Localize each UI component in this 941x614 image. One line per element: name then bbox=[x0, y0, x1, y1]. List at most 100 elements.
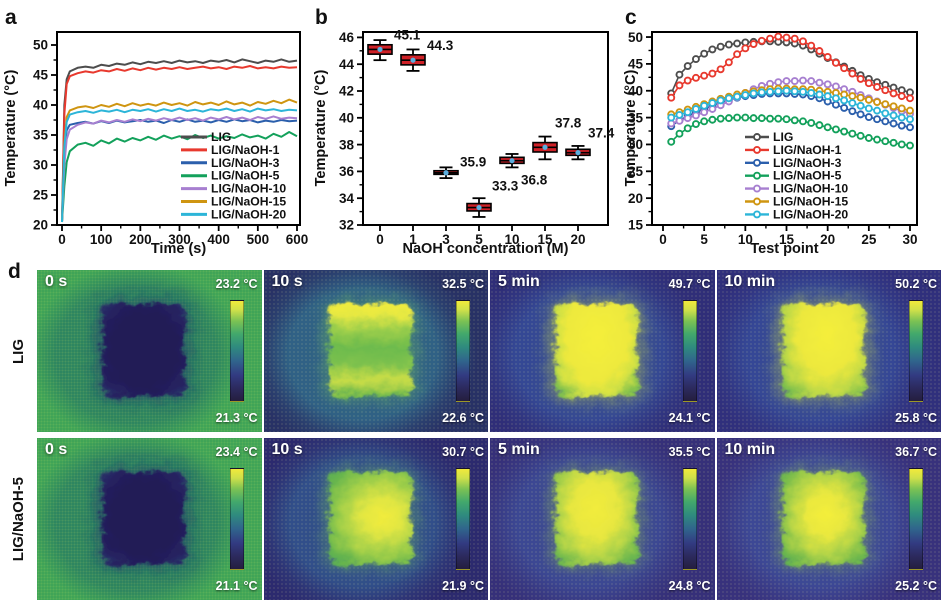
series-line bbox=[61, 98, 298, 223]
data-marker bbox=[741, 44, 750, 53]
data-marker bbox=[815, 90, 824, 99]
data-marker bbox=[840, 127, 849, 136]
x-tick-label: 200 bbox=[129, 232, 152, 247]
colorbar bbox=[909, 468, 923, 570]
data-marker bbox=[897, 140, 906, 149]
legend-label: LIG/NaOH-5 bbox=[211, 169, 280, 183]
y-tick-label: 40 bbox=[339, 111, 354, 126]
y-tick-label: 34 bbox=[339, 191, 355, 206]
data-marker bbox=[675, 81, 684, 90]
data-marker bbox=[700, 49, 709, 58]
data-marker bbox=[881, 109, 890, 118]
data-marker bbox=[906, 141, 914, 150]
data-marker bbox=[799, 117, 807, 126]
time-label: 10 s bbox=[271, 441, 303, 458]
plot-frame bbox=[56, 31, 301, 226]
value-label: 36.8 bbox=[521, 173, 548, 188]
data-marker bbox=[782, 77, 791, 86]
data-marker bbox=[774, 32, 783, 41]
temp-min-label: 24.8 °C bbox=[668, 579, 711, 593]
data-marker bbox=[790, 77, 799, 86]
value-label: 33.3 bbox=[492, 179, 519, 194]
y-tick-label: 38 bbox=[339, 137, 355, 152]
y-tick-label: 35 bbox=[33, 128, 49, 143]
x-tick-label: 3 bbox=[442, 232, 450, 247]
data-marker bbox=[724, 58, 733, 67]
data-marker bbox=[708, 69, 717, 78]
charts-row: a Temperature (°C) Time (s) 0 100 200 300 400 50… bbox=[0, 0, 941, 260]
value-label: 35.9 bbox=[460, 155, 486, 170]
data-marker bbox=[708, 45, 717, 54]
data-marker bbox=[856, 110, 865, 119]
temp-max-label: 32.5 °C bbox=[442, 277, 484, 291]
data-marker bbox=[848, 129, 857, 138]
y-tick-label: 44 bbox=[339, 57, 355, 72]
data-marker bbox=[757, 114, 766, 123]
data-marker bbox=[675, 70, 684, 79]
mean-dot bbox=[476, 204, 482, 211]
mean-dot bbox=[443, 170, 449, 176]
x-tick-label: 30 bbox=[902, 232, 917, 247]
y-tick-label: 45 bbox=[33, 68, 49, 83]
time-label: 0 s bbox=[45, 441, 68, 458]
data-marker bbox=[906, 123, 914, 132]
panel-letter: b bbox=[315, 6, 328, 29]
temp-max-label: 23.4 °C bbox=[215, 445, 258, 459]
data-marker bbox=[757, 36, 766, 45]
data-marker bbox=[864, 113, 873, 122]
panel-d-letter: d bbox=[8, 260, 21, 283]
data-marker bbox=[815, 78, 824, 87]
y-tick-label: 36 bbox=[339, 164, 355, 179]
data-marker bbox=[667, 137, 676, 146]
time-label: 10 s bbox=[271, 273, 303, 290]
thermal-row-lig-naoh-5: LIG/NaOH-5 0 s 23.4 °C 21.1 °C 10 s 30.7… bbox=[0, 438, 941, 600]
data-marker bbox=[766, 34, 774, 43]
data-marker bbox=[906, 115, 914, 124]
data-marker bbox=[823, 123, 832, 132]
mean-dot bbox=[509, 158, 515, 164]
chart-a-heating-time: a Temperature (°C) Time (s) 0 100 200 300 400 50… bbox=[3, 6, 308, 257]
thermal-cell: 10 min 50.2 °C 25.8 °C bbox=[716, 270, 941, 432]
x-tick-label: 10 bbox=[738, 232, 753, 247]
y-tick-label: 50 bbox=[33, 38, 48, 53]
legend-marker bbox=[753, 171, 761, 180]
series-line bbox=[61, 107, 298, 223]
data-marker bbox=[831, 100, 840, 109]
data-marker bbox=[856, 74, 865, 83]
x-axis-title: Time (s) bbox=[151, 241, 207, 257]
x-tick-label: 0 bbox=[376, 232, 384, 247]
legend-marker bbox=[753, 210, 761, 219]
time-label: 5 min bbox=[498, 273, 540, 290]
y-tick-label: 46 bbox=[339, 30, 355, 45]
y-tick-label: 15 bbox=[628, 218, 644, 233]
y-tick-label: 32 bbox=[339, 218, 354, 233]
series-line bbox=[61, 58, 298, 223]
data-marker bbox=[716, 114, 725, 123]
x-tick-label: 20 bbox=[570, 232, 585, 247]
heater-square bbox=[555, 304, 639, 397]
heater-square bbox=[102, 304, 186, 397]
value-label: 37.4 bbox=[588, 126, 615, 141]
y-axis-title: Temperature (°C) bbox=[3, 69, 19, 186]
data-marker bbox=[807, 88, 816, 97]
data-marker bbox=[700, 71, 709, 80]
data-marker bbox=[815, 121, 824, 130]
data-marker bbox=[799, 37, 807, 46]
row-label: LIG bbox=[10, 338, 27, 364]
legend-label: LIG/NaOH-20 bbox=[211, 207, 286, 221]
y-tick-label: 25 bbox=[33, 188, 49, 203]
data-marker bbox=[881, 117, 890, 126]
data-marker bbox=[823, 92, 832, 101]
data-marker bbox=[790, 34, 799, 43]
value-label: 44.3 bbox=[427, 38, 454, 53]
chart-c-test-point: c Temperature (°C) Test point 0 5 10 15 20 25 30 1… bbox=[623, 6, 918, 257]
data-marker bbox=[667, 113, 676, 122]
data-marker bbox=[873, 106, 882, 115]
legend-marker bbox=[753, 197, 761, 206]
data-marker bbox=[840, 64, 849, 73]
data-marker bbox=[667, 93, 676, 102]
thermal-cell: 10 s 30.7 °C 21.9 °C bbox=[263, 438, 488, 600]
data-marker bbox=[848, 107, 857, 116]
panel-letter: c bbox=[625, 6, 637, 29]
